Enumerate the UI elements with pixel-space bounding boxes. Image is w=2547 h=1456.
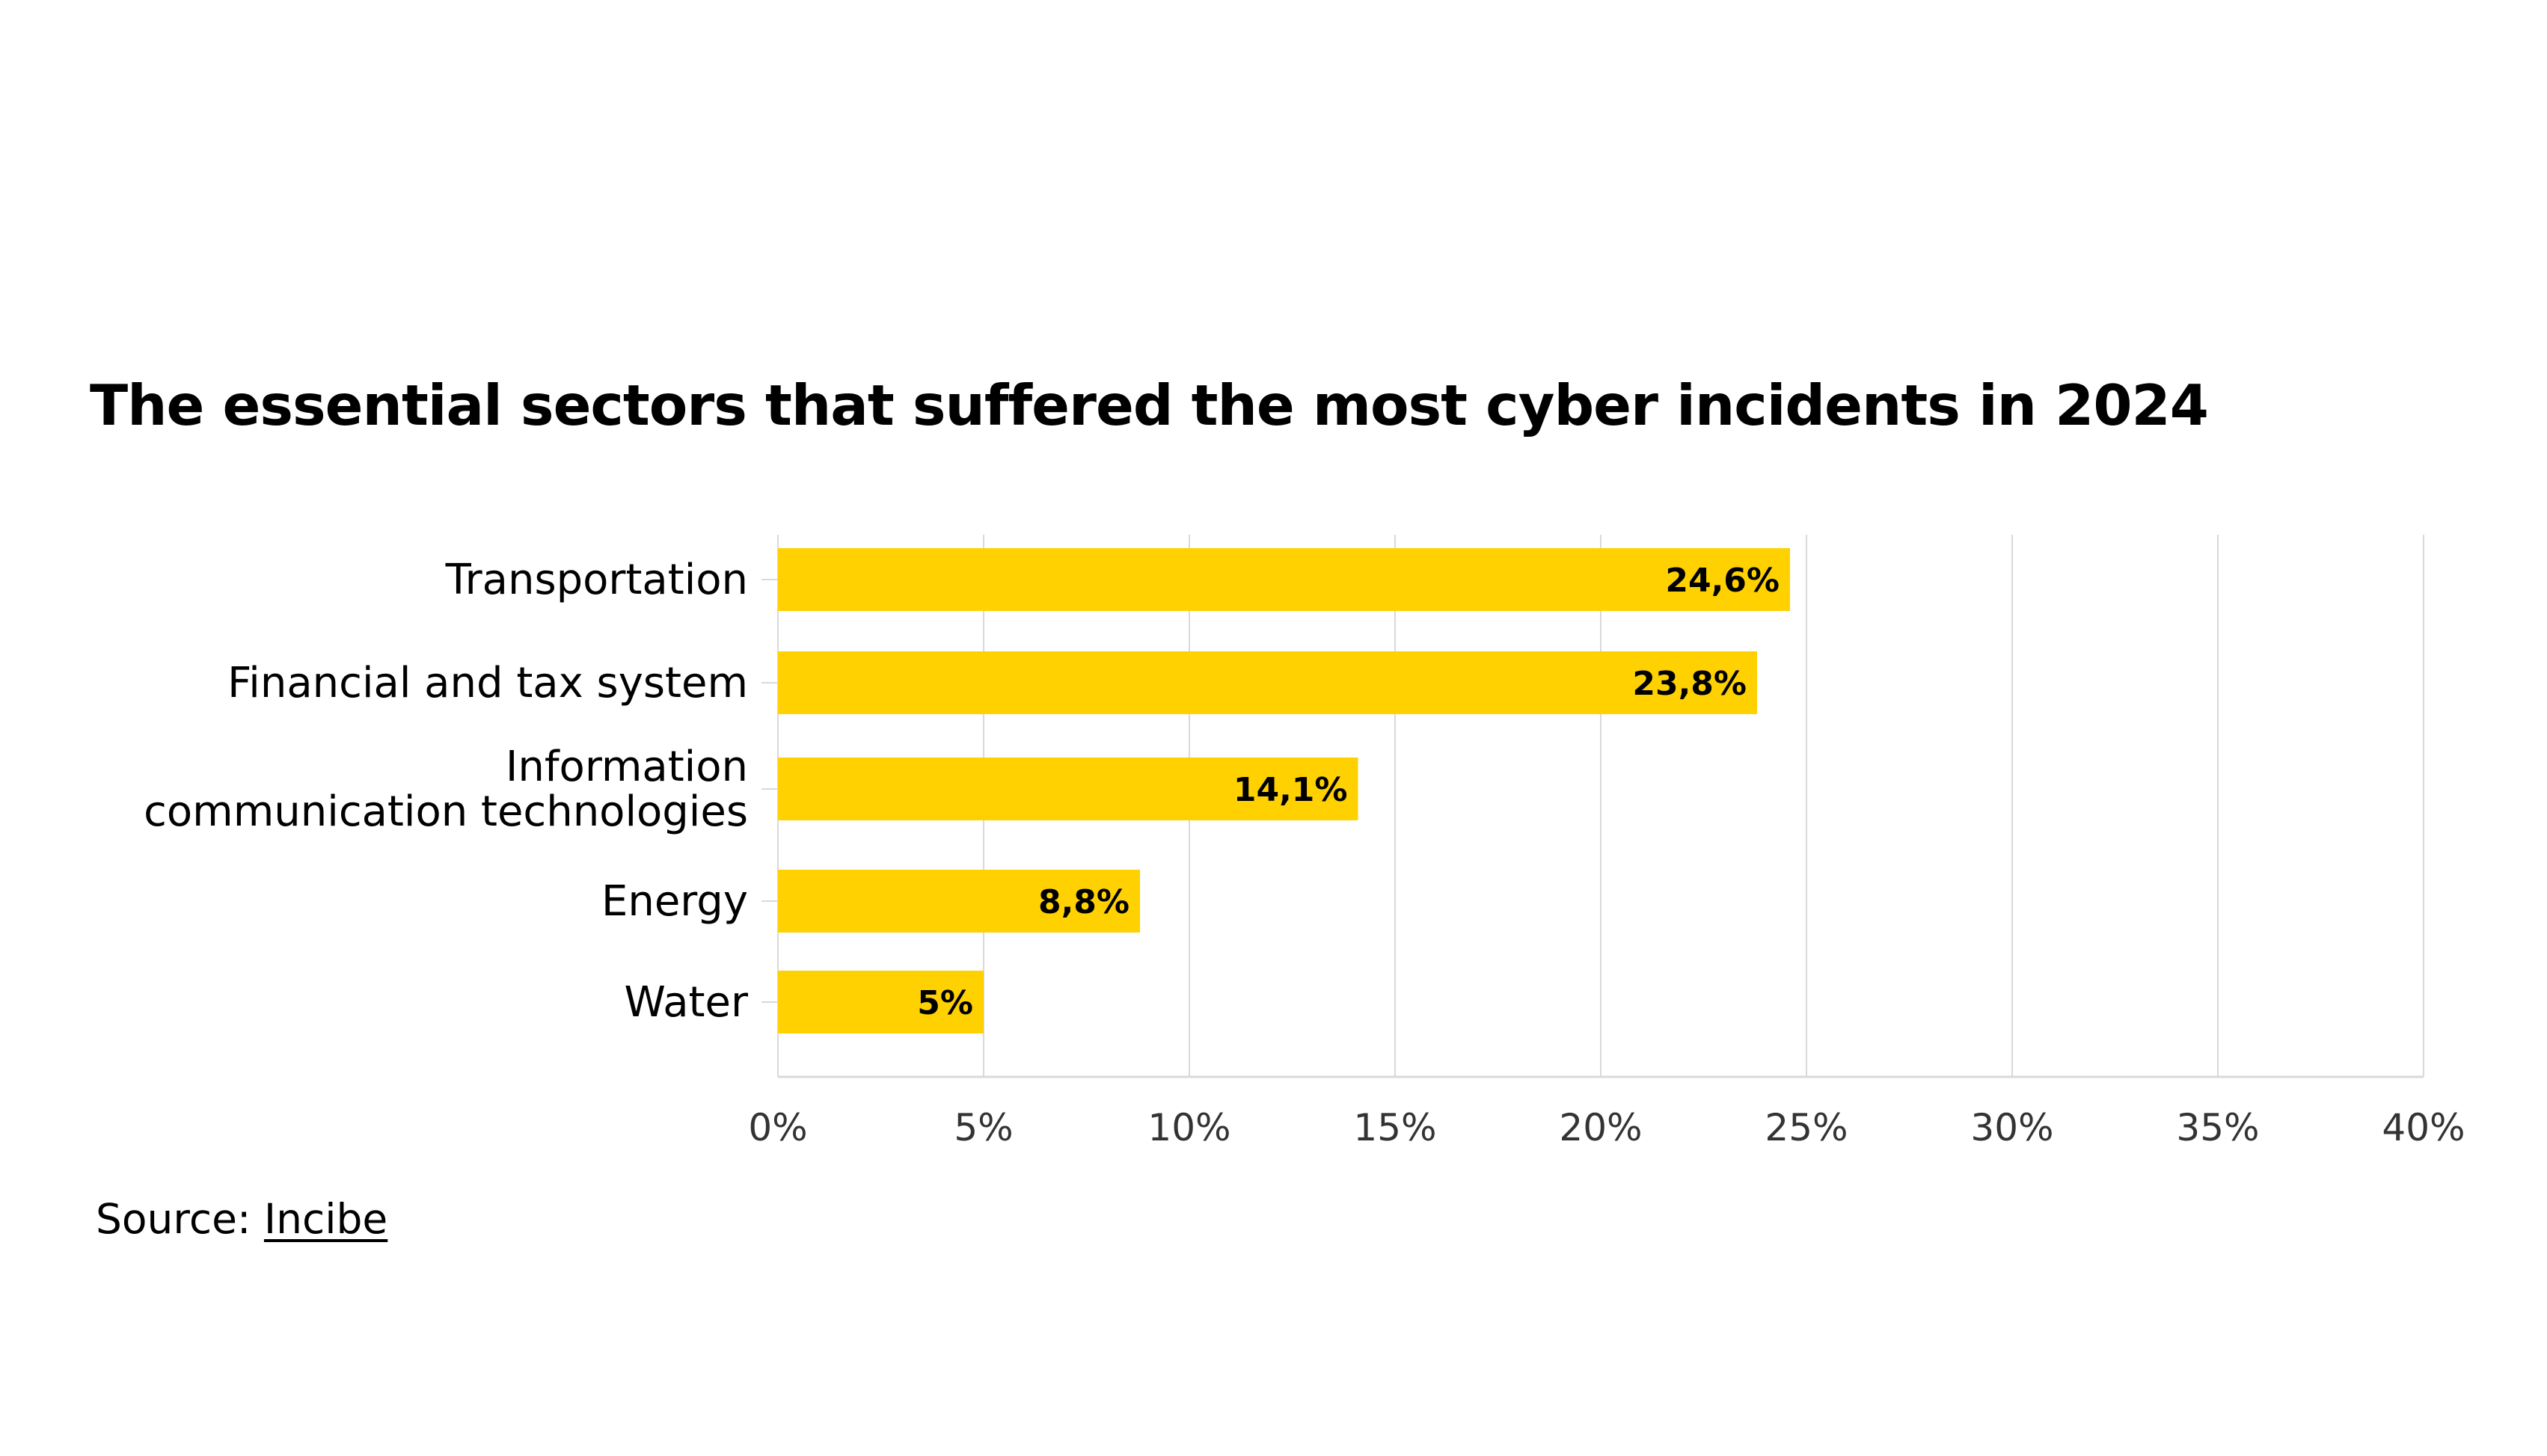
category-label: Water [624, 978, 749, 1027]
bar [778, 548, 1790, 611]
x-tick-label: 10% [1147, 1106, 1230, 1149]
data-labels: 24,6% 23,8% 14,1% 8,8% 5% [917, 562, 1780, 1022]
x-tick-label: 25% [1765, 1106, 1848, 1149]
category-label: Financial and tax system [227, 659, 748, 707]
category-label-line: Transportation [445, 556, 748, 604]
category-label: Information communication technologies [144, 743, 748, 836]
data-label: 8,8% [1038, 883, 1130, 921]
category-label-line: communication technologies [144, 787, 748, 836]
x-tick-label: 15% [1353, 1106, 1436, 1149]
bar [778, 971, 984, 1033]
bars [778, 548, 1790, 1033]
category-label-line: Energy [601, 877, 748, 926]
data-label: 14,1% [1233, 771, 1348, 809]
category-label-line: Information [506, 743, 748, 791]
bar [778, 870, 1140, 933]
data-label: 24,6% [1665, 562, 1780, 600]
category-label: Energy [601, 877, 748, 926]
bar [778, 758, 1358, 820]
chart-title: The essential sectors that suffered the … [90, 372, 2209, 438]
source-note: Source: Incibe [96, 1197, 387, 1242]
x-tick-label: 0% [748, 1106, 807, 1149]
x-axis: 0% 5% 10% 15% 20% 25% 30% 35% 40% [748, 579, 2465, 1149]
category-label-line: Water [624, 978, 749, 1027]
bar [778, 651, 1757, 714]
x-tick-label: 35% [2176, 1106, 2259, 1149]
source-link[interactable]: Incibe [263, 1195, 388, 1243]
source-label: Source: [96, 1195, 251, 1243]
data-label: 5% [917, 984, 973, 1022]
x-tick-label: 30% [1970, 1106, 2053, 1149]
data-label: 23,8% [1632, 665, 1747, 703]
category-labels: Transportation Financial and tax system In… [144, 556, 749, 1027]
x-tick-label: 20% [1559, 1106, 1642, 1149]
category-label-line: Financial and tax system [227, 659, 748, 707]
x-tick-label: 5% [954, 1106, 1013, 1149]
x-tick-label: 40% [2382, 1106, 2465, 1149]
category-label: Transportation [445, 556, 748, 604]
